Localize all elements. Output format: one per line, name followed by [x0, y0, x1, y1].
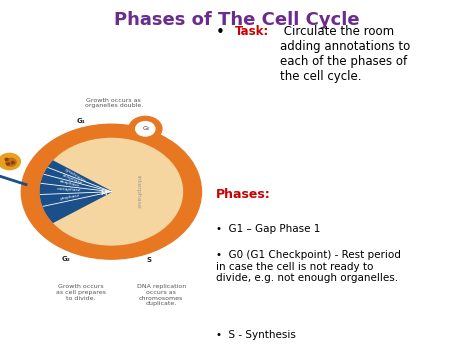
Text: telophase: telophase — [62, 173, 83, 185]
Text: Phases of The Cell Cycle: Phases of The Cell Cycle — [114, 11, 360, 29]
Circle shape — [5, 158, 8, 160]
Text: G₁: G₁ — [76, 118, 85, 124]
Text: Growth occurs
as cell prepares
to divide.: Growth occurs as cell prepares to divide… — [55, 284, 106, 301]
Text: cytokinesis: cytokinesis — [64, 167, 86, 183]
Text: G₀: G₀ — [143, 126, 150, 131]
Text: •  G1 – Gap Phase 1: • G1 – Gap Phase 1 — [216, 224, 320, 234]
Circle shape — [0, 153, 20, 170]
Circle shape — [21, 124, 201, 259]
Text: Growth occurs as
organelles double.: Growth occurs as organelles double. — [85, 98, 143, 108]
Text: •  G0 (G1 Checkpoint) - Rest period
in case the cell is not ready to
divide, e.g: • G0 (G1 Checkpoint) - Rest period in ca… — [216, 250, 401, 284]
Text: prophase: prophase — [59, 193, 80, 201]
Text: G₂: G₂ — [61, 256, 70, 262]
Text: •  S - Synthesis: • S - Synthesis — [216, 330, 296, 340]
Wedge shape — [40, 161, 111, 222]
Circle shape — [6, 158, 16, 166]
Text: Task:: Task: — [235, 25, 269, 38]
Text: •: • — [216, 25, 225, 40]
Text: Phases:: Phases: — [216, 188, 271, 201]
Text: S: S — [146, 257, 151, 263]
Circle shape — [11, 162, 14, 164]
Circle shape — [7, 163, 9, 165]
Text: M: M — [100, 191, 107, 196]
Text: interphase: interphase — [135, 175, 140, 209]
Circle shape — [136, 122, 155, 136]
Text: anaphase: anaphase — [59, 180, 81, 189]
Text: metaphase: metaphase — [56, 187, 81, 193]
Text: DNA replication
occurs as
chromosomes
duplicate.: DNA replication occurs as chromosomes du… — [137, 284, 186, 306]
Text: Circulate the room
adding annotations to
each of the phases of
the cell cycle.: Circulate the room adding annotations to… — [280, 25, 410, 83]
Circle shape — [40, 138, 182, 245]
Circle shape — [129, 116, 162, 141]
